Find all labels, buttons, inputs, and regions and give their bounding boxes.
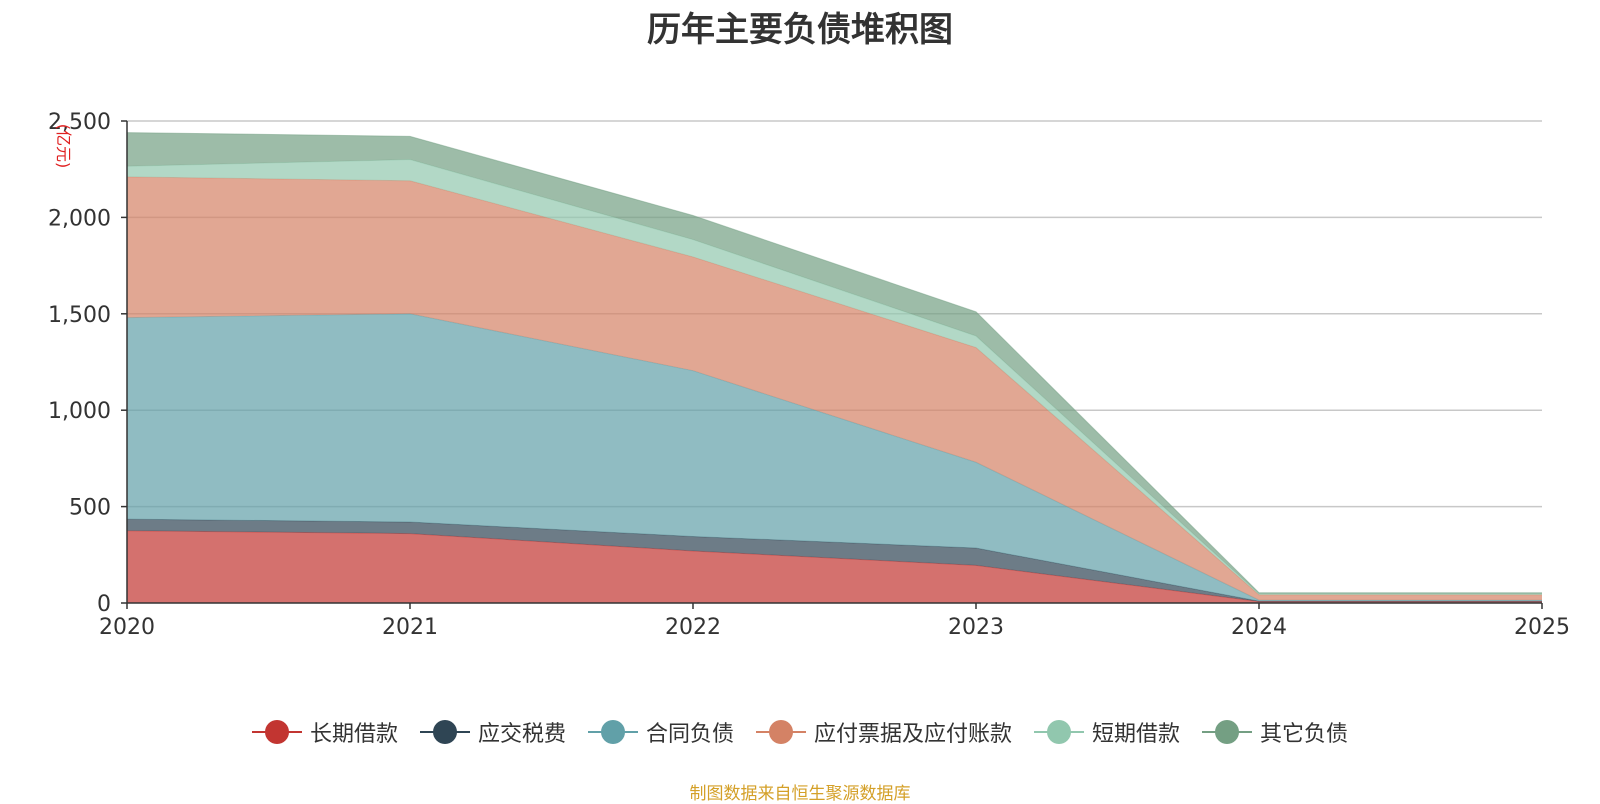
y-tick-label: 1,000	[48, 399, 111, 424]
area-series-line-6	[126, 132, 1542, 594]
legend-label: 应付票据及应付账款	[814, 722, 1013, 747]
x-tick-label: 2020	[99, 615, 155, 640]
source-note: 制图数据来自恒生聚源数据库	[689, 784, 911, 804]
axes: 0 500 1,000 1,500 2,000 2,500 2020 2021 2022 2023…	[48, 110, 1570, 640]
legend: 长期借款 应交税费 合同负债 应付票据及应付账款 短期借款 其它负债	[0, 716, 1600, 748]
y-tick-label: 500	[69, 496, 111, 521]
legend-item-4[interactable]: 应付票据及应付账款	[756, 716, 1012, 748]
legend-marker-icon	[1202, 720, 1253, 744]
y-axis-label: (亿元)	[54, 124, 73, 169]
x-tick-label: 2025	[1514, 615, 1570, 640]
x-tick-label: 2021	[382, 615, 438, 640]
legend-label: 短期借款	[1092, 722, 1181, 747]
legend-label: 应交税费	[477, 722, 566, 747]
legend-item-6[interactable]: 其它负债	[1202, 716, 1348, 748]
legend-marker-icon	[587, 720, 638, 744]
legend-label: 合同负债	[645, 722, 734, 747]
area-series-2[interactable]	[127, 519, 1542, 602]
legend-item-1[interactable]: 长期借款	[251, 716, 398, 748]
chart-title: 历年主要负债堆积图	[647, 10, 953, 50]
legend-item-5[interactable]: 短期借款	[1034, 716, 1180, 748]
legend-marker-icon	[419, 720, 470, 744]
legend-marker-icon	[251, 720, 302, 744]
y-tick-label: 2,000	[48, 206, 111, 231]
area-series-4[interactable]	[127, 176, 1542, 601]
legend-item-3[interactable]: 合同负债	[587, 716, 734, 748]
legend-label: 其它负债	[1260, 722, 1349, 747]
area-series-3[interactable]	[127, 313, 1542, 602]
legend-item-2[interactable]: 应交税费	[419, 716, 566, 748]
y-tick-label: 0	[97, 592, 111, 617]
stacked-areas	[126, 132, 1542, 603]
legend-label: 长期借款	[309, 722, 398, 747]
area-series-1[interactable]	[127, 530, 1542, 603]
x-tick-label: 2022	[665, 615, 721, 640]
y-tick-label: 1,500	[48, 303, 111, 328]
x-tick-label: 2023	[948, 615, 1004, 640]
y-tick-label: 2,500	[48, 110, 111, 135]
legend-marker-icon	[756, 720, 806, 744]
legend-marker-icon	[1034, 720, 1085, 744]
x-tick-label: 2024	[1231, 615, 1287, 640]
